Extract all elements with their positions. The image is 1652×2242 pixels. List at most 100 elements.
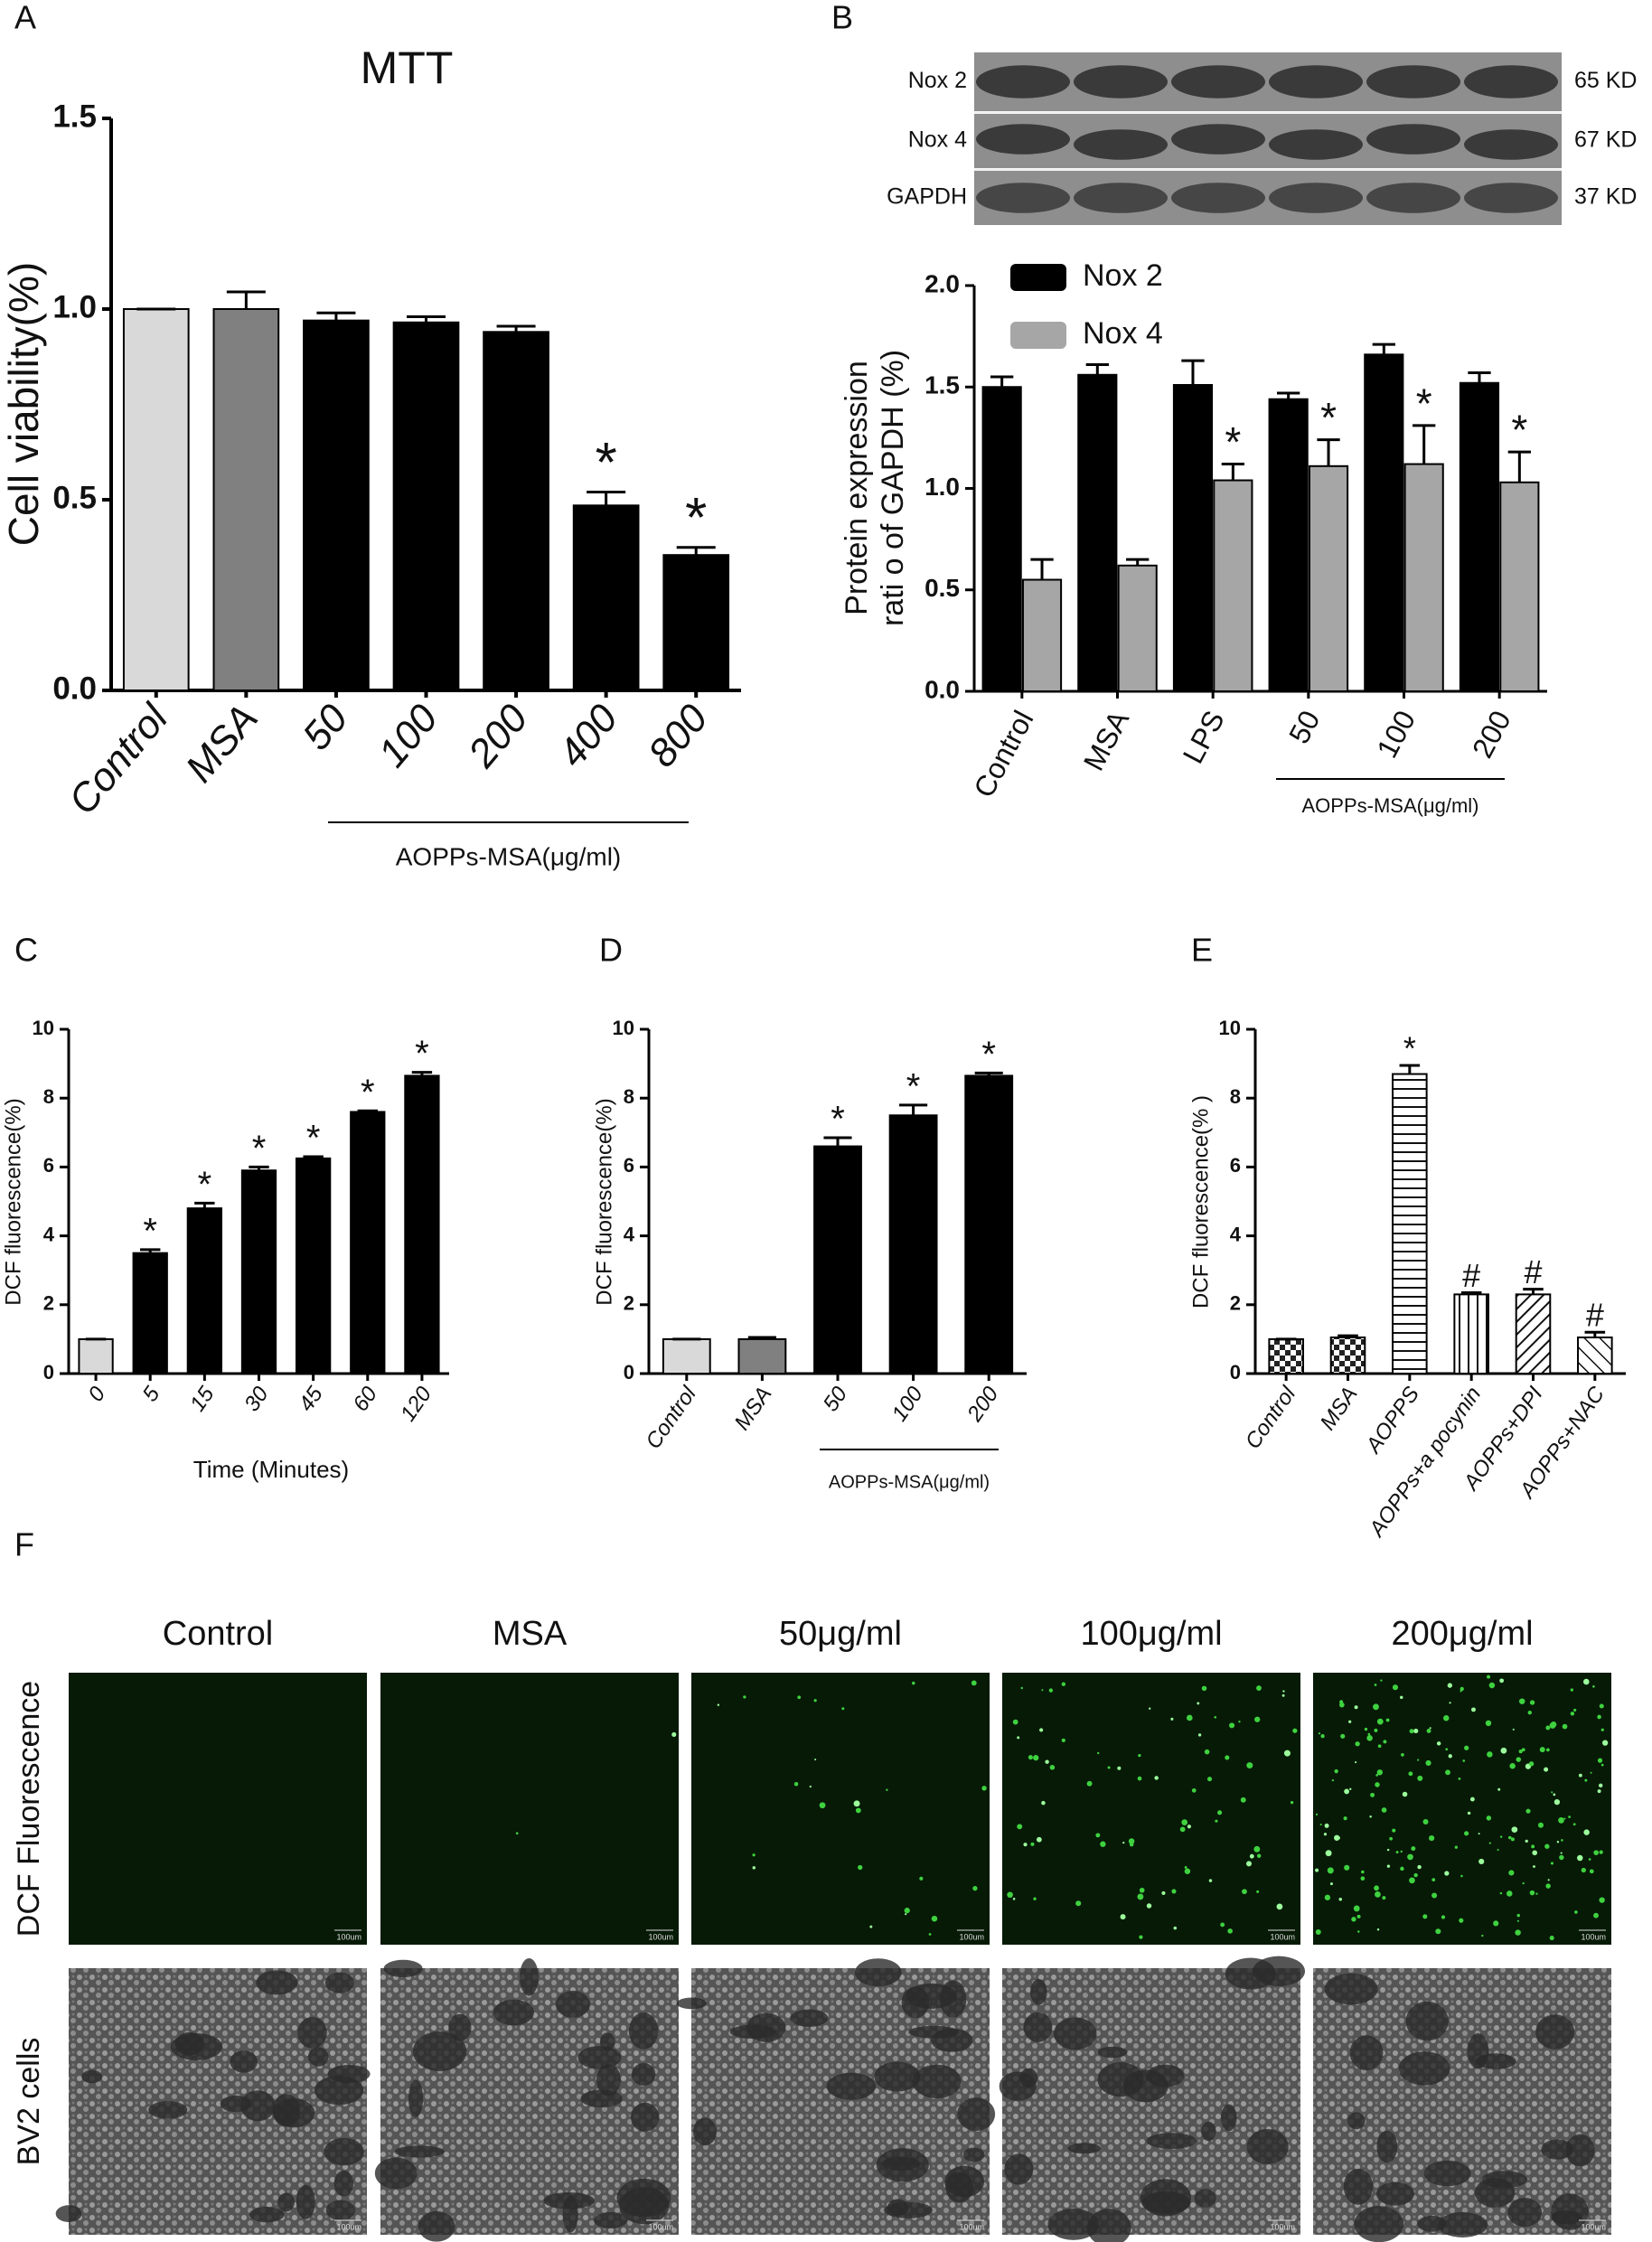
y-tick-label: 0 (43, 1361, 54, 1384)
y-tick-label: 2 (43, 1292, 54, 1315)
dark-region (881, 2156, 920, 2172)
blot-strip (974, 171, 1562, 225)
fluorescent-cell (1429, 1834, 1435, 1842)
dark-region (273, 2097, 315, 2128)
fluorescent-cell (1186, 1714, 1193, 1721)
blot-band (976, 183, 1070, 213)
dark-region (374, 2157, 418, 2190)
bar (295, 1157, 332, 1374)
fluorescent-cell (1553, 1793, 1556, 1796)
blot-band (1074, 183, 1168, 213)
fluorescent-cell (1349, 1787, 1352, 1790)
significance-marker: * (1225, 418, 1241, 465)
fluorescent-cell (1574, 1910, 1578, 1914)
fluorescent-cell (1599, 1703, 1604, 1709)
bar (1364, 353, 1404, 692)
dark-region (277, 2192, 295, 2212)
fluorescent-cell (1281, 1693, 1285, 1697)
y-axis-label: DCF fluorescence(%) (592, 1098, 616, 1305)
fluorescent-cell (1413, 1728, 1419, 1734)
bar (186, 1207, 223, 1374)
fluorescent-cell (1600, 1899, 1603, 1901)
fluorescent-cell (1374, 1684, 1377, 1686)
fluorescent-cell (1181, 1819, 1188, 1825)
fluorescent-cell (1425, 1759, 1431, 1766)
fluorescent-cell (1458, 1778, 1461, 1780)
fluorescent-cell (1171, 1889, 1177, 1894)
y-tick-label: 10 (33, 1017, 54, 1039)
dark-region (1221, 2104, 1237, 2132)
bar (1392, 1073, 1428, 1375)
fluorescent-cell (972, 1886, 978, 1891)
fluorescent-cell (1375, 1782, 1380, 1787)
fluorescent-cell (1572, 1823, 1576, 1826)
fluorescent-cell (1597, 1758, 1603, 1763)
x-tick-label: AOPPS (1360, 1383, 1424, 1459)
significance-marker: * (1320, 394, 1337, 441)
dark-region (596, 2064, 621, 2097)
column-header: Control (163, 1615, 274, 1653)
dark-region (999, 2071, 1037, 2101)
fluorescent-cell (1337, 1836, 1340, 1840)
fluorescent-cell (1149, 1707, 1151, 1710)
fluorescent-cell (1256, 1685, 1262, 1691)
fluorescent-cell (1590, 1771, 1592, 1774)
fluorescent-cell (1369, 1815, 1372, 1818)
fluorescent-cell (1139, 1887, 1145, 1893)
dark-region (616, 2178, 671, 2218)
blot-strip (974, 52, 1562, 111)
panel-label: F (14, 1526, 34, 1563)
fluorescent-cell (1515, 1929, 1521, 1936)
significance-marker: * (906, 1066, 921, 1106)
significance-marker: * (596, 432, 617, 494)
panel-label: A (14, 0, 36, 36)
fluorescent-cell (1570, 1712, 1575, 1716)
fluorescent-cell (1467, 1811, 1471, 1815)
fluorescent-cell (931, 1915, 938, 1922)
group-label: AOPPs-MSA(μg/ml) (396, 842, 621, 870)
fluorescent-cell (752, 1866, 756, 1870)
fluorescent-cell (1253, 1845, 1261, 1853)
bar (1268, 398, 1309, 692)
dark-region (1097, 2046, 1128, 2059)
dark-region (1376, 2130, 1398, 2163)
fluorescent-cell (1556, 1840, 1560, 1843)
fluorescent-cell (1511, 1826, 1518, 1834)
fluorescence-image (380, 1673, 679, 1945)
legend-label: Nox 2 (1083, 258, 1163, 293)
scale-bar-label: 100um (1581, 1932, 1606, 1941)
x-tick-label: MSA (1077, 705, 1136, 776)
fluorescent-cell (819, 1802, 826, 1809)
fluorescent-cell (1537, 1822, 1544, 1828)
fluorescent-cell (1449, 1702, 1451, 1704)
fluorescent-cell (1340, 1733, 1346, 1739)
x-tick-label: 800 (640, 696, 717, 775)
fluorescent-cell (1191, 1787, 1197, 1793)
dark-region (628, 2012, 659, 2050)
fluorescent-cell (1471, 1707, 1476, 1712)
fluorescent-cell (1463, 1831, 1469, 1836)
fluorescent-cell (1478, 1833, 1480, 1835)
dark-region (746, 2012, 786, 2042)
bar (1515, 1293, 1552, 1374)
dark-region (908, 2025, 960, 2039)
dark-region (1507, 2198, 1543, 2228)
fluorescent-cell (981, 1786, 987, 1791)
fluorescent-cell (1422, 1914, 1428, 1919)
x-tick-label: 50 (294, 696, 356, 758)
brightfield-image (69, 1968, 367, 2235)
dark-region (256, 1970, 298, 1995)
fluorescent-cell (858, 1864, 863, 1871)
dark-region (324, 2137, 364, 2166)
fluorescent-cell (1516, 1757, 1522, 1762)
dark-region (945, 2172, 974, 2203)
fluorescent-cell (1048, 1688, 1054, 1693)
fluorescent-cell (1597, 1789, 1601, 1794)
significance-marker: * (143, 1211, 157, 1251)
blot-band (1464, 65, 1558, 98)
dark-region (1481, 2171, 1527, 2189)
bar (483, 331, 549, 691)
fluorescent-cell (1531, 1844, 1535, 1849)
fluorescence-image (1313, 1673, 1611, 1945)
